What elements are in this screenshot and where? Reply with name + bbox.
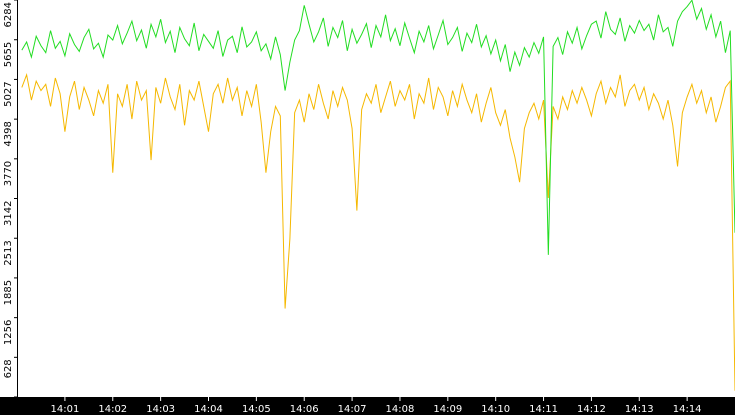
x-tick-label: 14:09 xyxy=(433,404,462,415)
x-tick-label: 14:02 xyxy=(98,404,127,415)
y-tick-label: 0 xyxy=(3,399,14,405)
x-tick-label: 14:03 xyxy=(146,404,175,415)
y-tick-label: 5655 xyxy=(3,42,14,67)
y-tick-label: 5027 xyxy=(3,81,14,106)
x-tick-label: 14:12 xyxy=(577,404,606,415)
y-tick-label: 4398 xyxy=(3,121,14,146)
x-tick-label: 14:11 xyxy=(529,404,558,415)
x-tick-label: 14:07 xyxy=(338,404,367,415)
y-tick-label: 628 xyxy=(3,359,14,378)
y-tick-label: 2513 xyxy=(3,240,14,265)
x-tick-label: 14:01 xyxy=(50,404,79,415)
y-tick-label: 3770 xyxy=(3,161,14,186)
x-tick-label: 14:05 xyxy=(242,404,271,415)
x-tick-label: 14:13 xyxy=(625,404,654,415)
x-tick-label: 14:14 xyxy=(673,404,702,415)
x-axis-strip xyxy=(0,397,735,415)
y-tick-label: 3142 xyxy=(3,201,14,226)
y-tick-label: 1885 xyxy=(3,280,14,305)
x-tick-label: 14:04 xyxy=(194,404,223,415)
x-tick-label: 14:10 xyxy=(481,404,510,415)
series-line xyxy=(21,0,735,255)
x-tick-label: 14:06 xyxy=(290,404,319,415)
y-tick-label: 6284 xyxy=(3,2,14,27)
x-tick-label: 14:08 xyxy=(386,404,415,415)
series-line xyxy=(21,72,735,391)
y-tick-label: 1256 xyxy=(3,320,14,345)
